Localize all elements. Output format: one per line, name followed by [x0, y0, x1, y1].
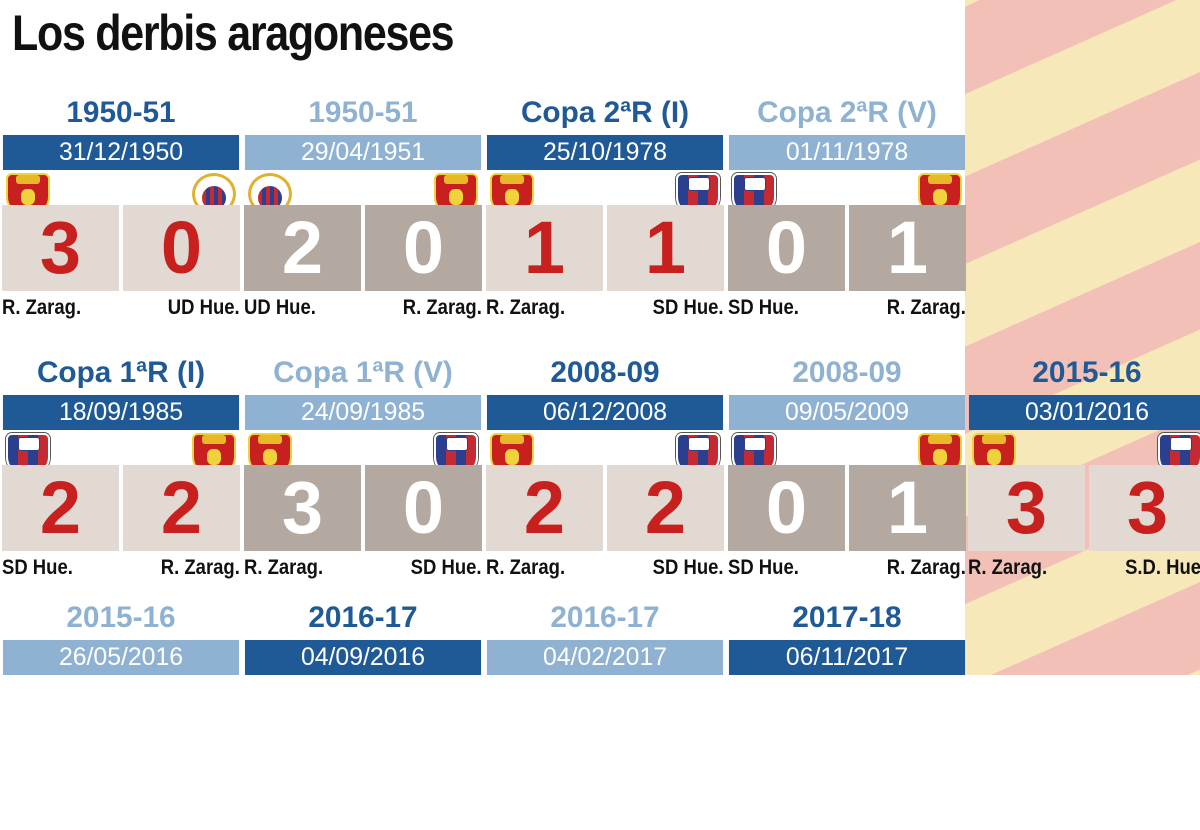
- aragon-flag-decoration: [965, 0, 1200, 675]
- match-date: 06/11/2017: [728, 640, 966, 675]
- home-score: 2: [2, 465, 119, 551]
- home-team-name: R. Zarag.: [2, 296, 82, 319]
- away-team-name: R. Zarag.: [886, 296, 966, 319]
- away-team-name: R. Zarag.: [886, 556, 966, 579]
- match-date: 06/12/2008: [486, 395, 724, 430]
- match-card: 2016-17 04/02/2017: [486, 600, 724, 830]
- away-team-name: R. Zarag.: [160, 556, 240, 579]
- away-team-name: SD Hue.: [653, 296, 724, 319]
- away-score: 1: [607, 205, 724, 291]
- home-score: 1: [486, 205, 603, 291]
- away-score: 0: [365, 205, 482, 291]
- match-card: Copa 2ªR (I) 25/10/1978 1 1 R. Zarag. SD Hue.: [486, 95, 724, 325]
- match-date: 26/05/2016: [2, 640, 240, 675]
- match-card: 2017-18 06/11/2017: [728, 600, 966, 830]
- home-score: 3: [2, 205, 119, 291]
- away-score: 2: [607, 465, 724, 551]
- match-heading: 2008-09: [550, 356, 660, 389]
- match-heading: Copa 2ªR (I): [520, 96, 690, 129]
- home-score: 0: [728, 205, 845, 291]
- match-heading: 2015-16: [66, 601, 176, 634]
- away-team-name: R. Zarag.: [402, 296, 482, 319]
- match-card: 2015-16 03/01/2016 3 3 R. Zarag. S.D. Hue.: [968, 355, 1200, 585]
- away-team-name: UD Hue.: [168, 296, 240, 319]
- away-score: 0: [365, 465, 482, 551]
- away-team-name: SD Hue.: [653, 556, 724, 579]
- away-score: 1: [849, 205, 966, 291]
- match-date: 25/10/1978: [486, 135, 724, 170]
- match-heading: 2016-17: [308, 601, 418, 634]
- match-heading: 1950-51: [308, 96, 418, 129]
- match-date: 31/12/1950: [2, 135, 240, 170]
- match-card: Copa 1ªR (I) 18/09/1985 2 2 SD Hue. R. Zarag.: [2, 355, 240, 585]
- home-score: 0: [728, 465, 845, 551]
- match-heading: 2017-18: [792, 601, 902, 634]
- match-date: 03/01/2016: [968, 395, 1200, 430]
- match-card: 1950-51 31/12/1950 3 0 R. Zarag. UD Hue.: [2, 95, 240, 325]
- away-team-name: S.D. Hue.: [1124, 556, 1200, 579]
- match-heading: Copa 2ªR (V): [757, 96, 937, 129]
- home-score: 3: [968, 465, 1085, 551]
- match-card: Copa 1ªR (V) 24/09/1985 3 0 R. Zarag. SD Hue.: [244, 355, 482, 585]
- away-score: 0: [123, 205, 240, 291]
- home-team-name: R. Zarag.: [486, 556, 566, 579]
- home-score: 2: [486, 465, 603, 551]
- away-team-name: SD Hue.: [411, 556, 482, 579]
- home-team-name: R. Zarag.: [244, 556, 324, 579]
- page-title: Los derbis aragoneses: [12, 5, 455, 61]
- home-team-name: SD Hue.: [728, 296, 799, 319]
- match-card: 2016-17 04/09/2016: [244, 600, 482, 830]
- match-heading: Copa 1ªR (V): [273, 356, 453, 389]
- match-card: 2008-09 06/12/2008 2 2 R. Zarag. SD Hue.: [486, 355, 724, 585]
- match-date: 29/04/1951: [244, 135, 482, 170]
- match-card: Copa 2ªR (V) 01/11/1978 0 1 SD Hue. R. Zarag.: [728, 95, 966, 325]
- match-date: 18/09/1985: [2, 395, 240, 430]
- home-team-name: R. Zarag.: [968, 556, 1048, 579]
- match-heading: Copa 1ªR (I): [36, 356, 206, 389]
- match-date: 01/11/1978: [728, 135, 966, 170]
- match-card: 2015-16 26/05/2016: [2, 600, 240, 830]
- match-heading: 2015-16: [1032, 356, 1142, 389]
- home-team-name: R. Zarag.: [486, 296, 566, 319]
- home-team-name: SD Hue.: [728, 556, 799, 579]
- away-score: 2: [123, 465, 240, 551]
- home-team-name: SD Hue.: [2, 556, 73, 579]
- match-card: 2008-09 09/05/2009 0 1 SD Hue. R. Zarag.: [728, 355, 966, 585]
- match-card: 1950-51 29/04/1951 2 0 UD Hue. R. Zarag.: [244, 95, 482, 325]
- match-date: 24/09/1985: [244, 395, 482, 430]
- home-team-name: UD Hue.: [244, 296, 316, 319]
- match-heading: 2016-17: [550, 601, 660, 634]
- home-score: 2: [244, 205, 361, 291]
- match-heading: 1950-51: [66, 96, 176, 129]
- match-heading: 2008-09: [792, 356, 902, 389]
- match-date: 04/02/2017: [486, 640, 724, 675]
- away-score: 3: [1089, 465, 1200, 551]
- match-date: 09/05/2009: [728, 395, 966, 430]
- home-score: 3: [244, 465, 361, 551]
- match-date: 04/09/2016: [244, 640, 482, 675]
- away-score: 1: [849, 465, 966, 551]
